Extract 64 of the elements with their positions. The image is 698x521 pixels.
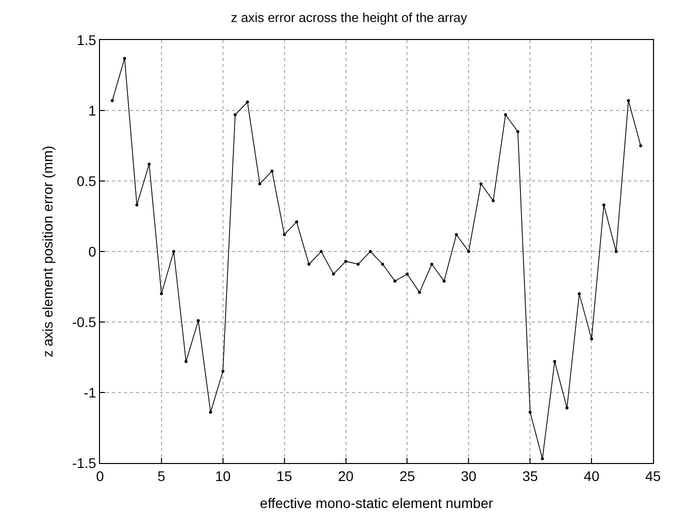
point <box>270 170 274 173</box>
point <box>639 144 642 148</box>
point <box>307 262 310 266</box>
point <box>332 272 335 276</box>
point <box>356 262 360 266</box>
point <box>540 457 544 460</box>
point <box>221 370 224 373</box>
y-tick-label: 1.5 <box>76 32 96 48</box>
point <box>516 130 520 134</box>
point <box>344 260 348 263</box>
point <box>148 162 151 166</box>
y-axis-title: z axis element position error (mm) <box>40 146 56 358</box>
point <box>110 99 114 102</box>
x-tick-label: 40 <box>584 468 600 484</box>
point <box>393 280 396 283</box>
point <box>504 113 508 116</box>
chart-title: z axis error across the height of the array <box>230 10 468 26</box>
point <box>246 100 249 104</box>
y-tick-label: 0 <box>88 243 96 260</box>
x-axis-title: effective mono-static element number <box>260 495 494 512</box>
y-tick-label: 1 <box>88 102 96 118</box>
point <box>172 250 176 253</box>
point <box>381 262 384 266</box>
point <box>590 337 594 340</box>
point <box>553 360 556 363</box>
point <box>528 410 532 414</box>
point <box>406 272 409 276</box>
point <box>418 290 422 294</box>
x-tick-label: 15 <box>276 468 292 484</box>
point <box>258 182 262 186</box>
line-series <box>110 56 642 460</box>
x-tick-label: 30 <box>460 468 477 484</box>
point <box>320 250 323 253</box>
point <box>467 250 470 253</box>
x-tick-label: 25 <box>399 468 416 484</box>
x-tick-label: 5 <box>158 468 166 484</box>
point <box>454 233 458 236</box>
x-tick-label: 20 <box>338 468 354 484</box>
point <box>492 199 495 202</box>
point <box>368 250 372 253</box>
point <box>160 292 163 296</box>
point <box>442 280 446 283</box>
y-tick-label: -0.5 <box>72 314 96 330</box>
point <box>282 233 286 236</box>
point <box>295 220 298 224</box>
y-tick-label: -1 <box>84 384 96 400</box>
x-tick-label: 35 <box>522 468 538 484</box>
y-tick-label: 0.5 <box>76 172 96 189</box>
x-tick-label: 10 <box>215 468 231 484</box>
point <box>614 250 618 253</box>
point <box>123 56 126 60</box>
point <box>626 99 630 102</box>
point <box>578 292 581 296</box>
point <box>430 262 434 266</box>
x-tick-label: 45 <box>645 468 661 484</box>
point <box>184 360 188 363</box>
point <box>479 182 482 186</box>
point <box>135 203 138 206</box>
point <box>209 410 212 414</box>
point <box>602 203 606 206</box>
point <box>565 406 568 410</box>
point <box>234 113 237 116</box>
y-tick-label: -1.5 <box>72 454 96 471</box>
point <box>196 319 200 322</box>
